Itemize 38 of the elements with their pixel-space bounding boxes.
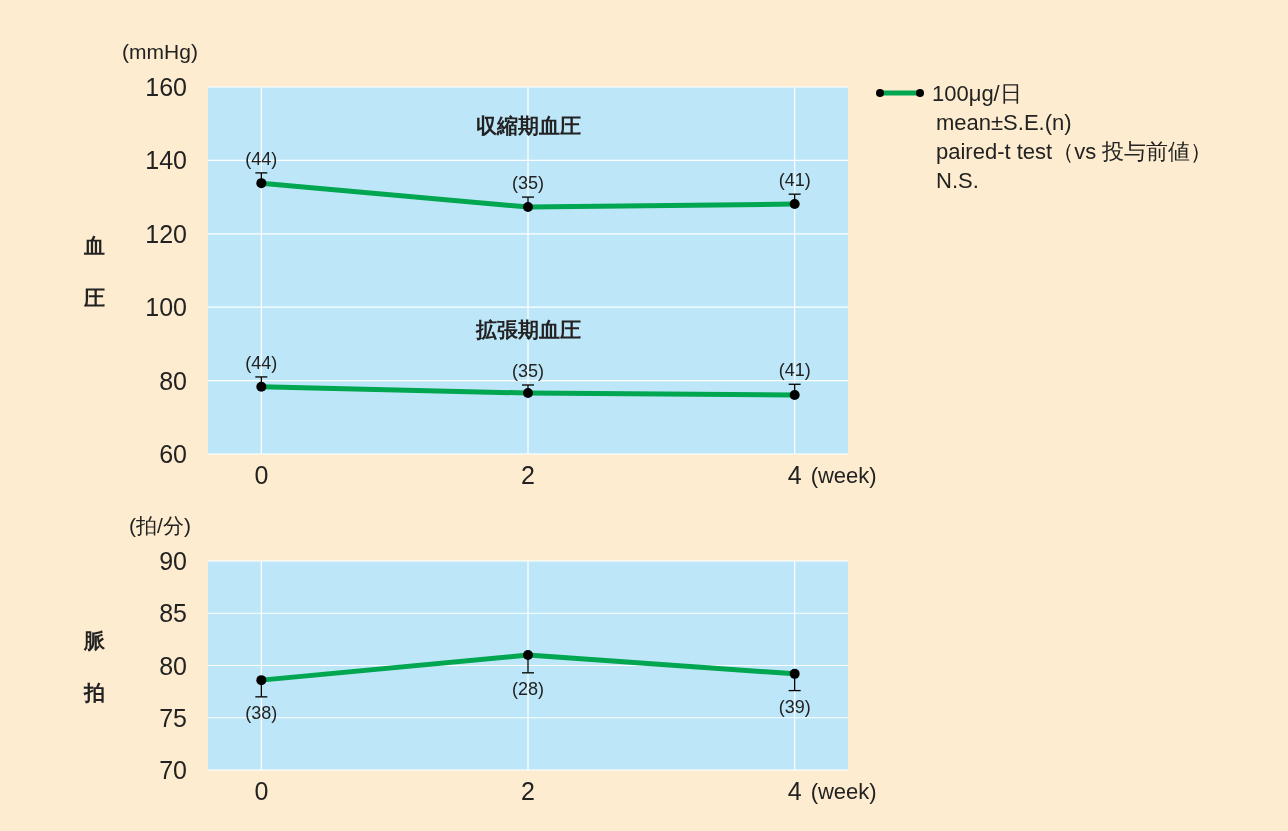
y-tick-label: 80 <box>159 366 187 395</box>
text: 血圧 <box>83 233 105 309</box>
y-tick-label: 85 <box>159 599 187 628</box>
annotation: (44) <box>245 148 278 169</box>
annotation: (41) <box>778 360 811 381</box>
annotation: (41) <box>778 170 811 191</box>
x-tick-label: 4 <box>787 461 802 489</box>
text: mean±S.E.(n) <box>936 110 1072 135</box>
annotation: (38) <box>245 702 278 723</box>
x-tick-label: 2 <box>521 777 535 805</box>
annotation: (39) <box>778 696 811 717</box>
annotation: (44) <box>245 352 278 373</box>
y-tick-label: 80 <box>159 651 187 680</box>
legend-label: 100μg/日 <box>932 81 1022 106</box>
x-axis-title: (week) <box>810 463 877 488</box>
x-tick-label: 0 <box>254 461 269 489</box>
text: paired-t test（vs 投与前値） <box>936 139 1213 164</box>
y-tick-label: 120 <box>145 219 187 248</box>
y-tick-label: 90 <box>159 547 187 575</box>
annotation: (35) <box>511 361 545 381</box>
text: (mmHg) <box>122 40 198 63</box>
y-tick-label: 100 <box>145 293 187 322</box>
y-tick-label: 160 <box>145 73 187 101</box>
x-tick-label: 2 <box>521 461 535 489</box>
text: (拍/分) <box>129 514 191 537</box>
annotation: (28) <box>511 678 545 699</box>
text: N.S. <box>936 168 979 193</box>
x-tick-label: 4 <box>787 777 802 805</box>
y-tick-label: 140 <box>145 146 187 175</box>
y-tick-label: 60 <box>159 440 187 468</box>
x-tick-label: 0 <box>254 777 269 805</box>
y-tick-label: 75 <box>159 703 187 732</box>
x-axis-title: (week) <box>810 779 877 804</box>
y-tick-label: 70 <box>159 756 187 784</box>
text: 脈拍 <box>83 628 105 704</box>
annotation: 拡張期血圧 <box>474 317 581 341</box>
annotation: (35) <box>511 173 545 194</box>
annotation: 収縮期血圧 <box>475 114 581 138</box>
